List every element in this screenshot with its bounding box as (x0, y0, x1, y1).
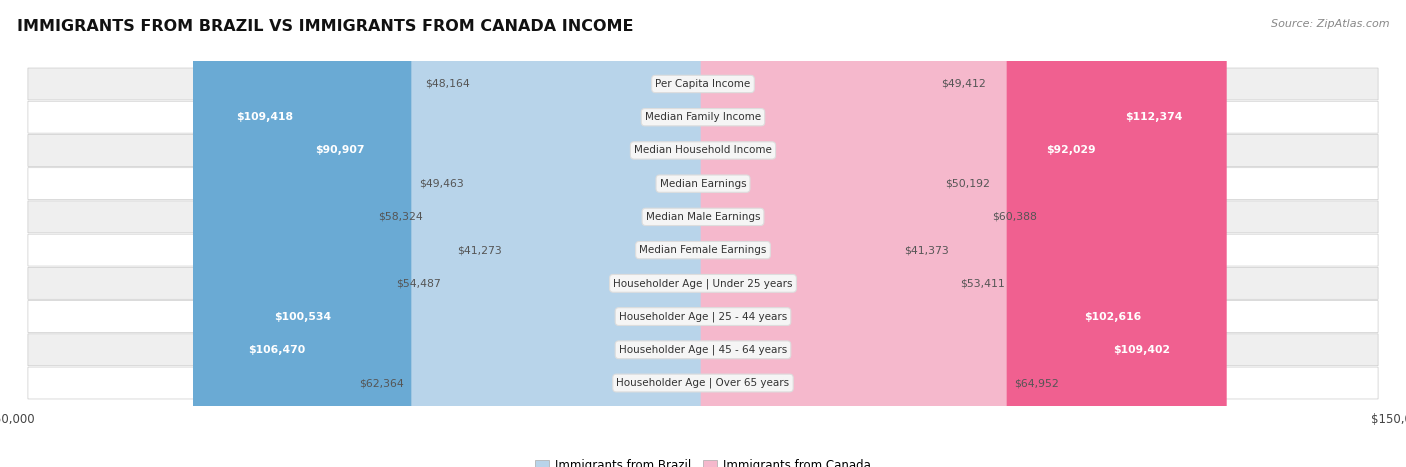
Text: Source: ZipAtlas.com: Source: ZipAtlas.com (1271, 19, 1389, 28)
FancyBboxPatch shape (700, 0, 986, 467)
FancyBboxPatch shape (430, 0, 706, 467)
Text: Median Male Earnings: Median Male Earnings (645, 212, 761, 222)
Text: Median Family Income: Median Family Income (645, 112, 761, 122)
Text: $53,411: $53,411 (960, 278, 1005, 288)
FancyBboxPatch shape (700, 0, 938, 467)
Text: $64,952: $64,952 (1014, 378, 1059, 388)
FancyBboxPatch shape (28, 101, 1378, 133)
Text: $90,907: $90,907 (315, 145, 364, 156)
FancyBboxPatch shape (28, 134, 1378, 166)
Text: IMMIGRANTS FROM BRAZIL VS IMMIGRANTS FROM CANADA INCOME: IMMIGRANTS FROM BRAZIL VS IMMIGRANTS FRO… (17, 19, 633, 34)
Text: $48,164: $48,164 (426, 79, 470, 89)
FancyBboxPatch shape (28, 68, 1378, 100)
FancyBboxPatch shape (509, 0, 706, 467)
Text: $41,373: $41,373 (904, 245, 949, 255)
Text: $60,388: $60,388 (993, 212, 1038, 222)
FancyBboxPatch shape (700, 0, 1132, 467)
FancyBboxPatch shape (700, 0, 1181, 467)
FancyBboxPatch shape (28, 168, 1378, 199)
FancyBboxPatch shape (28, 367, 1378, 399)
FancyBboxPatch shape (28, 334, 1378, 366)
Text: Householder Age | Under 25 years: Householder Age | Under 25 years (613, 278, 793, 289)
FancyBboxPatch shape (700, 0, 1226, 467)
FancyBboxPatch shape (28, 234, 1378, 266)
Text: Householder Age | Over 65 years: Householder Age | Over 65 years (616, 378, 790, 388)
FancyBboxPatch shape (700, 0, 897, 467)
Text: Householder Age | 45 - 64 years: Householder Age | 45 - 64 years (619, 345, 787, 355)
FancyBboxPatch shape (278, 0, 706, 467)
FancyBboxPatch shape (449, 0, 706, 467)
FancyBboxPatch shape (28, 301, 1378, 333)
Text: $100,534: $100,534 (274, 311, 330, 322)
Text: $58,324: $58,324 (378, 212, 423, 222)
Text: $106,470: $106,470 (249, 345, 305, 355)
FancyBboxPatch shape (471, 0, 706, 467)
FancyBboxPatch shape (700, 0, 953, 467)
FancyBboxPatch shape (235, 0, 706, 467)
FancyBboxPatch shape (412, 0, 706, 467)
Text: $109,418: $109,418 (236, 112, 292, 122)
FancyBboxPatch shape (477, 0, 706, 467)
FancyBboxPatch shape (700, 0, 935, 467)
Text: $109,402: $109,402 (1114, 345, 1170, 355)
Text: $54,487: $54,487 (396, 278, 441, 288)
Text: Householder Age | 25 - 44 years: Householder Age | 25 - 44 years (619, 311, 787, 322)
Text: $102,616: $102,616 (1084, 311, 1142, 322)
FancyBboxPatch shape (28, 201, 1378, 233)
Text: Per Capita Income: Per Capita Income (655, 79, 751, 89)
FancyBboxPatch shape (700, 0, 1007, 467)
FancyBboxPatch shape (207, 0, 706, 467)
FancyBboxPatch shape (700, 0, 1213, 467)
Text: $92,029: $92,029 (1046, 145, 1095, 156)
FancyBboxPatch shape (193, 0, 706, 467)
Text: $112,374: $112,374 (1125, 112, 1182, 122)
Text: $49,412: $49,412 (942, 79, 986, 89)
Text: $62,364: $62,364 (360, 378, 405, 388)
Text: $50,192: $50,192 (945, 179, 990, 189)
Text: Median Household Income: Median Household Income (634, 145, 772, 156)
Text: $49,463: $49,463 (419, 179, 464, 189)
Text: Median Female Earnings: Median Female Earnings (640, 245, 766, 255)
Text: Median Earnings: Median Earnings (659, 179, 747, 189)
Text: $41,273: $41,273 (457, 245, 502, 255)
FancyBboxPatch shape (28, 268, 1378, 299)
Legend: Immigrants from Brazil, Immigrants from Canada: Immigrants from Brazil, Immigrants from … (530, 454, 876, 467)
